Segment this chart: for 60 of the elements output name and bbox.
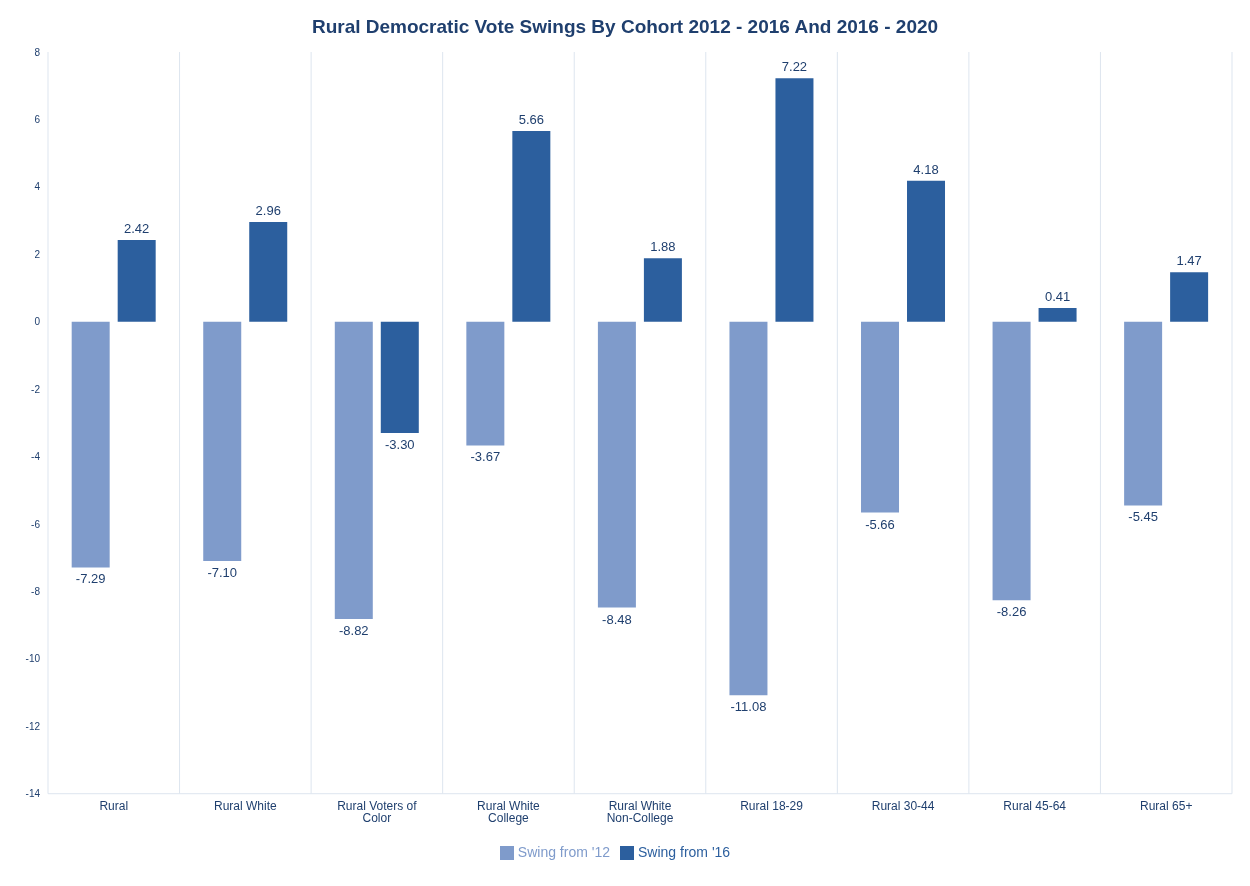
bar [380, 321, 419, 433]
x-tick-label: Rural White Non-College [606, 799, 674, 826]
bar [512, 130, 551, 322]
y-tick-label: 8 [34, 46, 41, 58]
x-tick-label: Rural 65+ [1140, 799, 1193, 814]
y-tick-label: -6 [31, 518, 41, 530]
bar [1038, 307, 1077, 322]
bar [466, 321, 505, 446]
y-tick-label: -12 [25, 720, 41, 732]
bar [203, 321, 242, 562]
y-tick-label: -10 [25, 653, 41, 665]
data-label: 1.47 [1176, 253, 1202, 269]
bar [992, 321, 1031, 601]
data-label: -3.30 [384, 436, 415, 452]
y-tick-label: -8 [31, 585, 41, 597]
data-label: -3.67 [470, 449, 501, 465]
data-label: -8.48 [602, 611, 632, 627]
x-tick-label: Rural 18-29 [740, 799, 804, 814]
y-tick-label: -2 [31, 383, 41, 395]
bar [907, 180, 946, 322]
y-tick-label: -14 [25, 788, 41, 800]
data-label: 2.42 [124, 221, 150, 237]
data-label: 7.22 [781, 59, 808, 75]
bar [249, 221, 288, 322]
data-label: -8.82 [338, 623, 369, 639]
legend-label: Swing from '16 [638, 843, 731, 860]
data-label: -5.66 [865, 516, 895, 532]
data-label: 4.18 [913, 161, 939, 177]
data-label: -5.45 [1128, 509, 1158, 525]
data-label: 2.96 [255, 202, 281, 218]
y-tick-label: -4 [31, 451, 41, 463]
y-tick-label: 0 [34, 316, 41, 328]
legend-label: Swing from '12 [517, 843, 610, 860]
x-tick-label: Rural 45-64 [1003, 799, 1067, 814]
data-label: -7.29 [75, 571, 106, 587]
data-label: 5.66 [518, 111, 544, 127]
bar [1170, 272, 1209, 322]
bar [71, 321, 110, 568]
x-tick-label: Rural [99, 799, 129, 814]
y-tick-label: 6 [34, 113, 41, 125]
bar [597, 321, 636, 608]
bar [1124, 321, 1163, 506]
bar [643, 258, 682, 322]
bar [861, 321, 900, 513]
data-label: -8.26 [996, 604, 1027, 620]
y-tick-label: 2 [34, 248, 41, 260]
data-label: 1.88 [650, 239, 676, 255]
x-tick-label: Rural Voters of Color [337, 799, 418, 826]
x-tick-label: Rural White [213, 799, 277, 814]
chart-title: Rural Democratic Vote Swings By Cohort 2012 - 2016 And 2016 - 2020 [310, 15, 940, 39]
bar [775, 78, 814, 322]
data-label: 0.41 [1044, 288, 1071, 304]
data-label: -11.08 [730, 699, 767, 715]
bar [729, 321, 768, 696]
bar [334, 321, 373, 620]
data-label: -7.10 [207, 565, 238, 581]
bar [117, 240, 156, 322]
y-tick-label: 4 [34, 181, 41, 193]
x-tick-label: Rural White College [477, 799, 541, 826]
x-tick-label: Rural 30-44 [871, 799, 935, 814]
